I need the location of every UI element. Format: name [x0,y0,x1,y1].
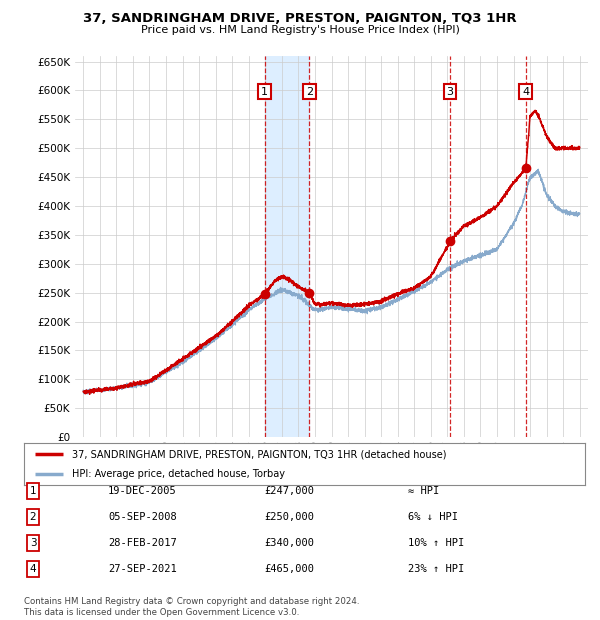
Text: 4: 4 [29,564,37,574]
Text: 37, SANDRINGHAM DRIVE, PRESTON, PAIGNTON, TQ3 1HR: 37, SANDRINGHAM DRIVE, PRESTON, PAIGNTON… [83,12,517,25]
Text: £340,000: £340,000 [264,538,314,548]
Text: 28-FEB-2017: 28-FEB-2017 [108,538,177,548]
Text: 3: 3 [29,538,37,548]
Text: ≈ HPI: ≈ HPI [408,486,439,496]
Text: 2: 2 [306,87,313,97]
Text: 37, SANDRINGHAM DRIVE, PRESTON, PAIGNTON, TQ3 1HR (detached house): 37, SANDRINGHAM DRIVE, PRESTON, PAIGNTON… [71,450,446,459]
Text: 4: 4 [522,87,529,97]
Text: 1: 1 [261,87,268,97]
Text: 3: 3 [446,87,454,97]
Text: 10% ↑ HPI: 10% ↑ HPI [408,538,464,548]
Text: Contains HM Land Registry data © Crown copyright and database right 2024.
This d: Contains HM Land Registry data © Crown c… [24,598,359,617]
Text: 19-DEC-2005: 19-DEC-2005 [108,486,177,496]
Text: 23% ↑ HPI: 23% ↑ HPI [408,564,464,574]
Bar [265,56,310,437]
Text: HPI: Average price, detached house, Torbay: HPI: Average price, detached house, Torb… [71,469,284,479]
Text: 27-SEP-2021: 27-SEP-2021 [108,564,177,574]
Text: Price paid vs. HM Land Registry's House Price Index (HPI): Price paid vs. HM Land Registry's House … [140,25,460,35]
Text: 2: 2 [29,512,37,522]
Text: £465,000: £465,000 [264,564,314,574]
Text: £250,000: £250,000 [264,512,314,522]
Text: 1: 1 [29,486,37,496]
Text: 05-SEP-2008: 05-SEP-2008 [108,512,177,522]
Text: 6% ↓ HPI: 6% ↓ HPI [408,512,458,522]
Text: £247,000: £247,000 [264,486,314,496]
